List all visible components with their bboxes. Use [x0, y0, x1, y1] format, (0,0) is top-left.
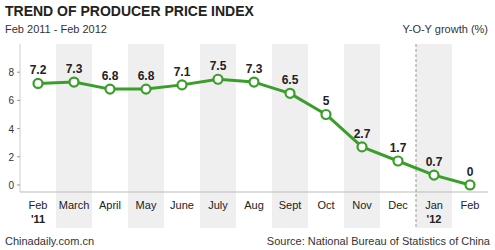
x-tick-label: April — [99, 199, 121, 211]
data-point — [394, 156, 403, 165]
y-tick-label: 2 — [8, 152, 14, 163]
chart: TREND OF PRODUCER PRICE INDEX Feb 2011 - … — [0, 0, 495, 250]
data-label: 6.5 — [282, 73, 299, 87]
y-tick-label: 8 — [8, 67, 14, 78]
category-band — [128, 44, 164, 228]
category-band — [56, 44, 92, 228]
data-point — [358, 142, 367, 151]
data-point — [250, 78, 259, 87]
data-point — [106, 85, 115, 94]
y-tick-label: 0 — [8, 180, 14, 191]
data-point — [178, 80, 187, 89]
data-label: 7.3 — [246, 62, 263, 76]
x-tick-label: July — [208, 199, 228, 211]
y-tick — [17, 128, 20, 129]
year-divider — [416, 44, 417, 228]
x-tick-label: Oct — [317, 199, 334, 211]
x-tick-label: May — [136, 199, 157, 211]
x-tick-label: June — [170, 199, 194, 211]
y-tick — [17, 184, 20, 185]
data-label: 0.7 — [426, 155, 443, 169]
data-label: 7.2 — [30, 63, 47, 77]
data-point — [70, 78, 79, 87]
x-tick-label: Feb — [461, 199, 480, 211]
data-label: 1.7 — [390, 141, 407, 155]
year-label: '11 — [31, 213, 45, 225]
x-tick-label: Sept — [279, 199, 302, 211]
data-label: 7.5 — [210, 59, 227, 73]
x-tick-label: Nov — [352, 199, 372, 211]
x-tick-label: Feb — [29, 199, 48, 211]
y-axis-label: Y-O-Y growth (%) — [402, 23, 488, 35]
y-tick-label: 4 — [8, 124, 14, 135]
y-tick — [17, 156, 20, 157]
data-point — [214, 75, 223, 84]
series-line — [38, 79, 470, 185]
category-band — [272, 44, 308, 228]
data-label: 6.8 — [138, 69, 155, 83]
category-band — [416, 44, 452, 228]
data-label: 6.8 — [102, 69, 119, 83]
source: Source: National Bureau of Statistics of… — [267, 235, 491, 247]
title: TREND OF PRODUCER PRICE INDEX — [5, 3, 255, 19]
subtitle: Feb 2011 - Feb 2012 — [5, 23, 107, 35]
y-tick — [17, 100, 20, 101]
data-label: 7.1 — [174, 65, 191, 79]
data-label: 5 — [323, 94, 330, 108]
data-label: 2.7 — [354, 127, 371, 141]
x-axis-line — [20, 192, 488, 193]
category-band — [200, 44, 236, 228]
data-point — [34, 79, 43, 88]
x-tick-label: Aug — [244, 199, 264, 211]
plot-area — [34, 75, 475, 190]
data-point — [466, 180, 475, 189]
data-point — [286, 89, 295, 98]
x-tick-label: March — [59, 199, 90, 211]
data-label: 0 — [467, 165, 474, 179]
credit: Chinadaily.com.cn — [5, 235, 94, 247]
year-label: '12 — [427, 213, 442, 225]
x-tick-label: Dec — [388, 199, 408, 211]
x-tick-label: Jan — [425, 199, 443, 211]
data-label: 7.3 — [66, 62, 83, 76]
data-point — [430, 171, 439, 180]
y-tick — [17, 72, 20, 73]
y-tick-label: 6 — [8, 95, 14, 106]
y-axis-line — [20, 44, 21, 192]
data-point — [142, 85, 151, 94]
data-point — [322, 110, 331, 119]
